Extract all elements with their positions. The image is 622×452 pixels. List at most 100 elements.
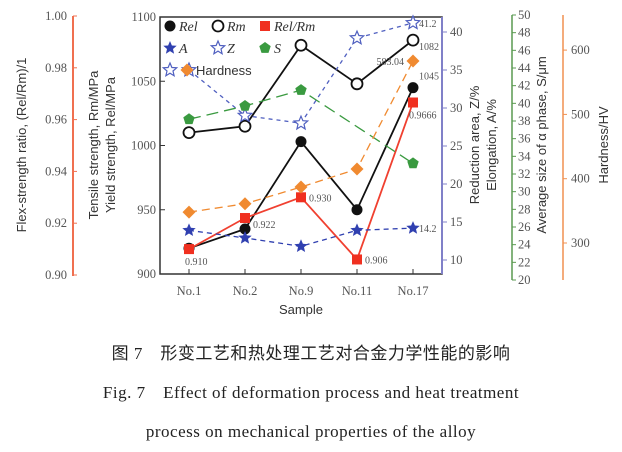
legend-entry-hardness: Hardness	[161, 61, 252, 78]
hv-tick-label: 500	[571, 107, 590, 121]
strength-tick-label: 1050	[131, 74, 156, 88]
data-label-rm: 1082	[419, 42, 439, 53]
data-point-a	[350, 223, 364, 236]
data-label-relrm: 0.9666	[409, 111, 437, 122]
legend-entry-relrm: Rel/Rm	[260, 20, 315, 35]
data-point-rm	[406, 33, 420, 47]
data-label-a: 14.2	[419, 224, 437, 235]
ratio-tick-label: 0.94	[45, 164, 68, 178]
s-axis-label: Average size of α phase, S/μm	[534, 56, 549, 233]
data-point-s	[407, 157, 419, 169]
hv-tick-label: 400	[571, 172, 590, 186]
s-tick-label: 36	[518, 132, 531, 146]
za-tick-label: 25	[450, 139, 463, 153]
series-line-a	[188, 227, 414, 247]
series-a: 14.2	[182, 221, 437, 252]
data-point-rm	[350, 77, 364, 91]
legend-marker-hardness	[180, 63, 194, 77]
series-rm: 1082	[182, 33, 439, 140]
a-axis-label: Elongation, A/%	[484, 99, 499, 191]
tensile-axis-label: Tensile strength, Rm/MPa	[86, 70, 101, 220]
data-point-z	[348, 29, 366, 45]
legend-entry-rel: Rel	[164, 20, 198, 35]
series-relrm: 0.910 0.922 0.930 0.906 0.9666	[184, 97, 437, 268]
data-point-a	[182, 223, 196, 236]
legend-label-relrm: Rel/Rm	[273, 20, 315, 35]
legend-label-hardness: Hardness	[196, 63, 252, 78]
data-label-relrm: 0.930	[309, 193, 332, 204]
s-tick-label: 46	[518, 43, 531, 57]
x-tick-label: No.1	[177, 284, 202, 298]
caption-en-line2: process on mechanical properties of the …	[146, 422, 476, 441]
series-line-rel	[188, 87, 414, 250]
legend-marker-z	[209, 39, 227, 55]
data-point-z	[404, 14, 422, 30]
data-point-s	[239, 100, 251, 111]
caption-en-line1: Fig. 7 Effect of deformation process and…	[103, 383, 519, 402]
data-label-hardness: 583.04	[377, 57, 405, 68]
axes: 9009501000105011000.900.920.940.960.981.…	[45, 8, 590, 298]
ratio-tick-label: 0.96	[45, 113, 67, 127]
caption-cn: 图 7 形变工艺和热处理工艺对合金力学性能的影响	[112, 344, 511, 363]
legend-label-s: S	[274, 42, 281, 57]
data-point-rel	[407, 82, 419, 94]
data-point-hardness	[406, 54, 420, 68]
series-line-hardness	[188, 60, 414, 213]
strength-tick-label: 950	[137, 203, 156, 217]
data-label-z: 41.2	[419, 19, 437, 30]
data-point-a	[294, 239, 308, 252]
data-label-relrm: 0.906	[365, 255, 388, 266]
legend-entry-rm: Rm	[211, 19, 246, 35]
s-tick-label: 26	[518, 220, 531, 234]
series-s	[183, 84, 419, 169]
data-point-rm	[294, 38, 308, 52]
hv-tick-label: 300	[571, 236, 590, 250]
data-point-relrm	[184, 244, 194, 255]
ratio-axis-label: Flex-strength ratio, (Rel/Rm)/1	[14, 58, 29, 233]
yield-axis-label: Yield strength, Rel/MPa	[103, 76, 118, 213]
strength-tick-label: 1000	[131, 139, 156, 153]
data-point-rel	[239, 223, 251, 235]
legend-marker-s	[259, 42, 271, 53]
data-point-rm	[182, 126, 196, 140]
data-label-relrm: 0.922	[253, 220, 276, 231]
legend-label-rel: Rel	[178, 20, 198, 35]
series-hardness: 583.04	[182, 54, 420, 219]
x-tick-label: No.2	[233, 284, 258, 298]
data-point-rm	[238, 119, 252, 133]
data-point-hardness	[294, 180, 308, 194]
ratio-tick-label: 1.00	[45, 9, 67, 23]
za-tick-label: 20	[450, 177, 463, 191]
s-tick-label: 50	[518, 8, 531, 22]
x-tick-label: No.17	[398, 284, 429, 298]
ratio-tick-label: 0.98	[45, 61, 67, 75]
data-point-relrm	[240, 213, 250, 224]
legend-entry-a: A	[163, 41, 188, 57]
data-label-relrm: 0.910	[185, 257, 208, 268]
s-tick-label: 20	[518, 273, 531, 287]
za-tick-label: 40	[450, 25, 463, 39]
za-tick-label: 10	[450, 253, 463, 267]
za-tick-label: 15	[450, 215, 463, 229]
data-point-rel	[351, 204, 363, 216]
s-tick-label: 44	[518, 61, 531, 75]
s-tick-label: 34	[518, 149, 531, 163]
s-tick-label: 40	[518, 96, 531, 110]
strength-tick-label: 900	[137, 267, 156, 281]
x-axis-label: Sample	[279, 302, 323, 317]
s-tick-label: 42	[518, 79, 531, 93]
s-tick-label: 24	[518, 238, 531, 252]
series: 1045 1082 0.910 0.922 0.930 0.906 0.9666 14.2 41…	[180, 14, 439, 268]
legend-marker-relrm	[260, 21, 270, 31]
legend-label-z: Z	[227, 42, 235, 57]
data-point-z	[236, 107, 254, 123]
s-tick-label: 32	[518, 167, 531, 181]
x-tick-label: No.11	[342, 284, 372, 298]
legend-marker-rel	[164, 20, 176, 32]
za-tick-label: 35	[450, 63, 463, 77]
ratio-tick-label: 0.90	[45, 268, 67, 282]
legend-label-rm: Rm	[226, 20, 246, 35]
data-point-hardness	[238, 197, 252, 211]
series-rel: 1045	[183, 72, 439, 254]
